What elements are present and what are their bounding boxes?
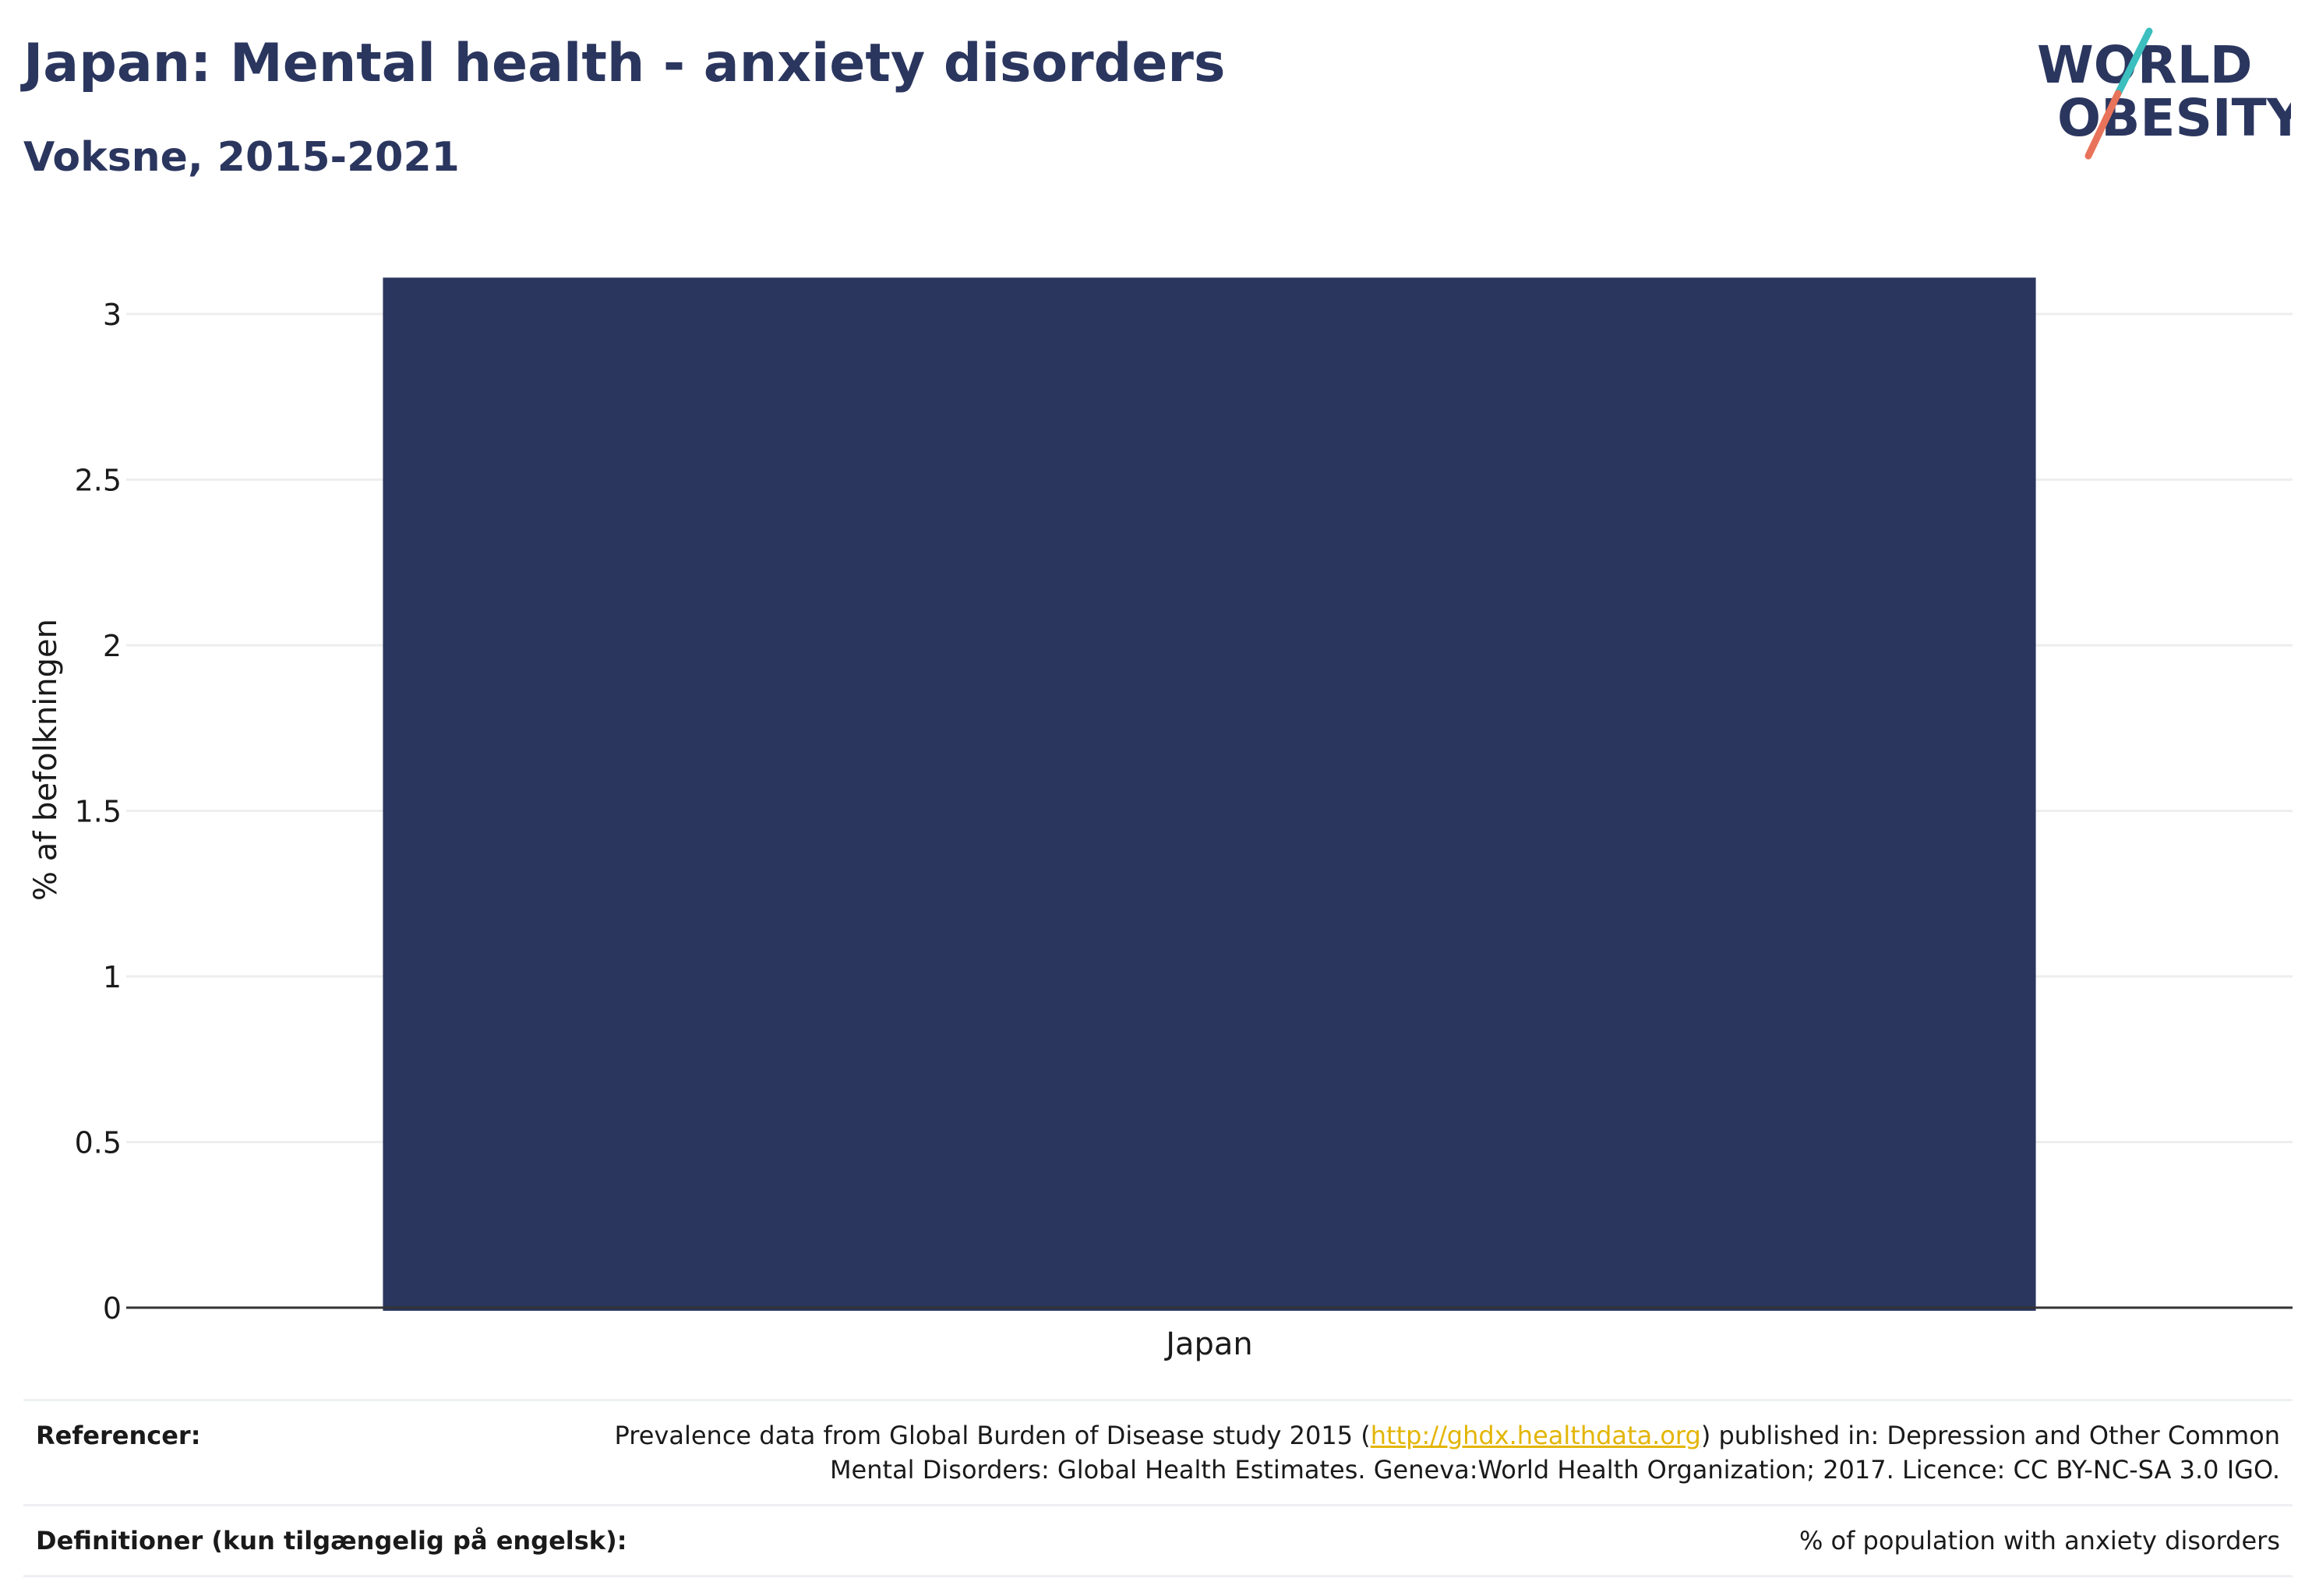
footer-table: Referencer: Prevalence data from Global … — [23, 1399, 2293, 1577]
bar-japan — [383, 277, 2036, 1311]
definitions-text: % of population with anxiety disorders — [1798, 1526, 2280, 1555]
y-axis-title: % af befolkningen — [28, 619, 64, 901]
world-obesity-logo: WORLD OBESITY — [2037, 27, 2291, 160]
references-text-after: ) published in: Depression and Other Com… — [829, 1421, 2280, 1485]
definitions-row: Definitioner (kun tilgængelig på engelsk… — [23, 1504, 2293, 1577]
y-tick-label: 1.5 — [75, 795, 122, 829]
bar-chart: 0 0.5 1 1.5 2 2.5 3 Japan % af befolkningen — [28, 277, 2293, 1362]
y-tick-label: 0 — [103, 1291, 122, 1326]
references-link[interactable]: http://ghdx.healthdata.org — [1370, 1421, 1701, 1450]
logo-slash-bottom — [2084, 90, 2122, 160]
definitions-label: Definitioner (kun tilgængelig på engelsk… — [36, 1526, 627, 1555]
bars — [383, 277, 2036, 1311]
tick-labels: 0 0.5 1 1.5 2 2.5 3 Japan — [75, 298, 1253, 1362]
references-text: Prevalence data from Global Burden of Di… — [605, 1418, 2280, 1487]
y-tick-label: 2.5 — [75, 464, 122, 498]
chart-title: Japan: Mental health - anxiety disorders — [23, 33, 1226, 94]
y-tick-label: 0.5 — [75, 1126, 122, 1160]
y-tick-label: 2 — [103, 629, 122, 663]
x-tick-label: Japan — [1163, 1326, 1253, 1362]
chart-subtitle: Voksne, 2015-2021 — [23, 134, 460, 181]
references-row: Referencer: Prevalence data from Global … — [23, 1399, 2293, 1504]
y-tick-label: 3 — [103, 298, 122, 332]
y-tick-label: 1 — [103, 960, 122, 994]
references-label: Referencer: — [36, 1421, 201, 1450]
references-text-before: Prevalence data from Global Burden of Di… — [614, 1421, 1371, 1450]
logo-slash-top — [2114, 27, 2153, 97]
